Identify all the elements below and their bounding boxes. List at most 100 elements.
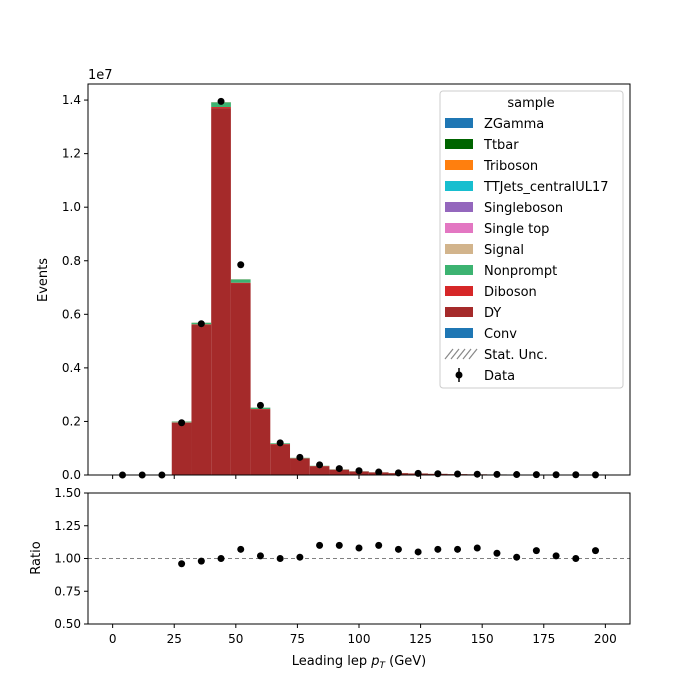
legend-signal-swatch xyxy=(445,244,473,254)
legend-stat-unc--hatch-line xyxy=(468,348,478,360)
ratio-y-tick-label: 0.75 xyxy=(54,584,81,598)
bar-dy-bin-5 xyxy=(270,444,291,475)
legend-diboson-swatch xyxy=(445,286,473,296)
ratio-point xyxy=(414,548,422,556)
data-point xyxy=(276,439,284,447)
legend-data-marker xyxy=(455,368,463,382)
legend-ttbar-swatch xyxy=(445,139,473,149)
legend-nonprompt-label: Nonprompt xyxy=(484,264,557,279)
ratio-point xyxy=(572,555,580,562)
data-point xyxy=(256,401,264,409)
top-y-tick-label: 1.2 xyxy=(62,147,81,161)
x-axis-label-unit: (GeV) xyxy=(385,654,426,669)
stacked-bars xyxy=(171,102,606,476)
ratio-panel: 0.50 0.75 1.00 1.25 1.50 0 25 50 75 100 125 150 175… xyxy=(29,486,631,671)
data-point xyxy=(316,461,324,469)
ratio-point xyxy=(355,544,363,552)
bar-diboson-bin-2 xyxy=(211,107,231,109)
legend-diboson-label: Diboson xyxy=(484,285,537,300)
bar-dy-bin-3 xyxy=(230,283,251,475)
ratio-point xyxy=(256,552,264,560)
ratio-y-tick-label: 0.50 xyxy=(54,617,81,631)
legend-stat-unc--hatch-line xyxy=(444,348,454,360)
ratio-point xyxy=(197,557,205,565)
x-tick-label: 50 xyxy=(228,632,243,646)
bar-diboson-bin-3 xyxy=(230,282,251,284)
x-tick-label: 175 xyxy=(532,632,555,646)
data-point xyxy=(434,470,442,478)
top-y-tick-label: 0.4 xyxy=(62,361,81,375)
ratio-point xyxy=(316,541,324,549)
bar-dy-bin-2 xyxy=(211,108,231,476)
legend-singleboson-label: Singleboson xyxy=(484,201,563,216)
legend-triboson-swatch xyxy=(445,160,473,170)
ratio-point xyxy=(454,545,462,553)
x-axis-label-symbol: p xyxy=(370,654,379,669)
x-axis-label-main: Leading lep xyxy=(292,654,371,669)
x-tick-label: 125 xyxy=(409,632,432,646)
ratio-y-tick-label: 1.50 xyxy=(54,486,81,500)
top-axes-frame xyxy=(87,83,631,476)
ratio-point xyxy=(276,555,284,562)
ratio-point xyxy=(394,545,402,553)
legend-ttbar-label: Ttbar xyxy=(483,138,519,153)
legend-signal-label: Signal xyxy=(484,243,524,258)
top-panel: 0.0 0.2 0.4 0.6 0.8 1.0 1.2 1.4 1e7 Events xyxy=(36,68,631,482)
ratio-axes-frame xyxy=(87,492,631,625)
top-y-tick-label: 1.0 xyxy=(62,200,81,214)
legend-ttjets-centralul17-label: TTJets_centralUL17 xyxy=(483,180,609,195)
legend-dy-swatch xyxy=(445,307,473,317)
legend-box xyxy=(439,90,624,389)
data-point xyxy=(237,261,245,269)
legend-stat-unc--hatch-line xyxy=(456,348,466,360)
x-tick-label: 200 xyxy=(594,632,617,646)
top-y-ticks: 0.0 0.2 0.4 0.6 0.8 1.0 1.2 1.4 xyxy=(62,93,88,482)
ratio-y-tick-label: 1.00 xyxy=(54,552,81,566)
legend-dy-label: DY xyxy=(484,306,501,321)
bar-dy-bin-8 xyxy=(329,469,350,475)
top-y-tick-label: 0.0 xyxy=(62,468,81,482)
y-scale-label: 1e7 xyxy=(88,68,113,83)
legend-ttjets-centralul17-swatch xyxy=(445,181,473,191)
data-point xyxy=(197,320,205,328)
legend-stat-unc--label: Stat. Unc. xyxy=(484,348,548,363)
ratio-point xyxy=(532,547,540,555)
legend-single-top-label: Single top xyxy=(484,222,549,237)
bar-dy-bin-1 xyxy=(191,325,212,475)
ratio-y-ticks: 0.50 0.75 1.00 1.25 1.50 xyxy=(54,486,88,631)
legend-singleboson-swatch xyxy=(445,202,473,212)
ratio-point xyxy=(513,553,521,561)
data-point xyxy=(454,470,462,478)
data-point xyxy=(355,467,363,475)
bar-nonprompt-bin-3 xyxy=(230,279,251,283)
legend: sample ZGamma Ttbar Triboson TTJets_central… xyxy=(439,90,624,389)
legend-data-label: Data xyxy=(484,369,515,384)
ratio-point xyxy=(335,541,343,549)
bar-dy-bin-7 xyxy=(309,466,330,475)
ratio-x-ticks: 0 25 50 75 100 125 150 175 200 xyxy=(109,624,617,646)
legend-triboson-label: Triboson xyxy=(483,159,538,174)
top-x-ticks xyxy=(112,475,606,479)
ratio-point xyxy=(592,547,600,555)
x-tick-label: 0 xyxy=(109,632,117,646)
ratio-point xyxy=(552,552,560,560)
bar-dy-bin-0 xyxy=(171,422,192,475)
legend-stat-unc--hatch-line xyxy=(450,348,460,360)
legend-stat-unc--swatch xyxy=(444,348,478,360)
legend-conv-swatch xyxy=(445,328,473,338)
top-y-tick-label: 0.2 xyxy=(62,414,81,428)
ratio-point xyxy=(296,553,304,561)
x-axis-label: Leading lep pT (GeV) xyxy=(292,654,426,671)
legend-zgamma-label: ZGamma xyxy=(484,117,544,132)
x-tick-label: 150 xyxy=(471,632,494,646)
ratio-y-axis-label: Ratio xyxy=(29,541,44,574)
ratio-point xyxy=(217,555,225,562)
x-axis-label-subscript: T xyxy=(379,661,386,671)
legend-entries: ZGamma Ttbar Triboson TTJets_centralUL17 Sin… xyxy=(444,117,609,384)
legend-data-dot xyxy=(455,371,463,379)
ratio-point xyxy=(375,541,383,549)
legend-zgamma-swatch xyxy=(445,118,473,128)
data-point xyxy=(375,468,383,476)
ratio-point xyxy=(237,545,245,553)
data-point xyxy=(493,470,501,478)
